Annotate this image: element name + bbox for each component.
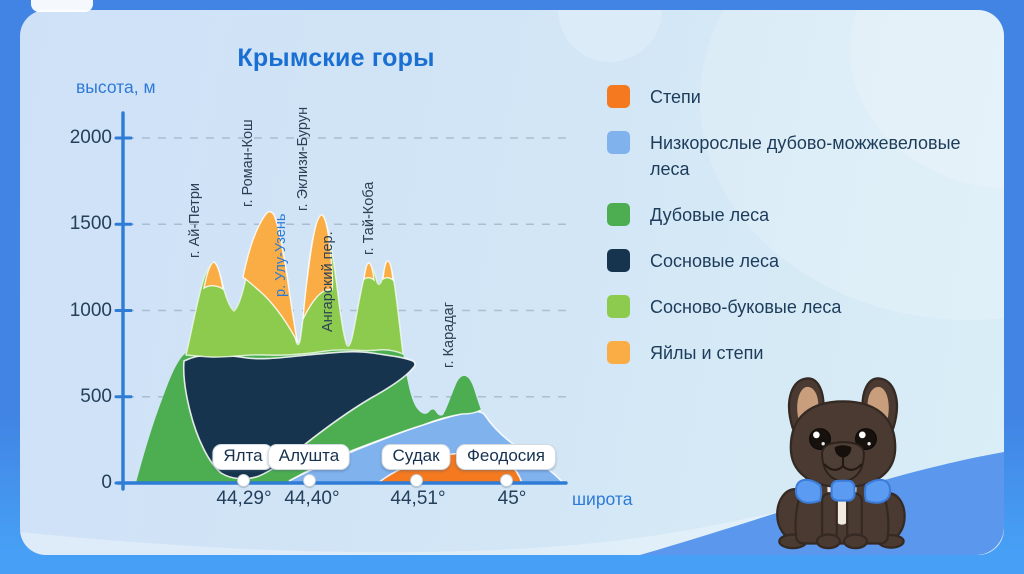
city-marker-Судак[interactable] [409,473,423,487]
feature-label-pass: Ангарский пер. [320,231,336,332]
light-blob-corner [850,10,1004,190]
legend: Степи Низкорослые дубово-можжевеловые лес… [607,84,1007,386]
legend-item-yaila_steppe: Яйлы и степи [607,340,1007,366]
dog-paw [842,533,869,550]
y-tick-label-2000: 2000 [69,127,112,148]
city-label-Феодосия[interactable]: Феодосия [455,444,557,470]
legend-swatch-oak [607,203,630,226]
latitude-tick-label: 44,40° [284,488,340,509]
legend-label: Дубовые леса [650,205,770,225]
yaila-cap-tai-koba-2 [382,260,394,282]
y-axis-label: высота, м [76,77,156,97]
city-label-Судак[interactable]: Судак [381,444,451,470]
legend-swatch-pine_beech [607,295,630,318]
y-axis-ticks [114,136,133,485]
legend-label: Яйлы и степи [650,343,764,363]
page-title: Крымские горы [237,44,435,72]
city-marker-Алушта[interactable] [302,473,316,487]
gridlines [126,137,568,398]
y-tick-label-500: 500 [80,385,112,407]
legend-item-pine: Сосновые леса [607,248,1007,274]
legend-swatch-pine [607,249,630,272]
legend-label: Степи [650,87,701,107]
latitude-tick-label: 44,29° [216,488,272,509]
dog-nose [834,445,852,458]
city-marker-Феодосия[interactable] [499,473,513,487]
legend-item-oak: Дубовые леса [607,202,1007,228]
top-tab-decor [31,0,93,12]
zone-yaila-caps [203,211,394,344]
light-blob-top [558,10,662,62]
legend-swatch-low_oak_juniper [607,131,630,154]
city-label-Ялта[interactable]: Ялта [212,444,274,470]
dog-paw [815,533,842,550]
legend-item-steppe: Степи [607,84,1007,110]
city-marker-Ялта[interactable] [236,473,250,487]
feature-label-peak: г. Тай-Коба [361,181,377,255]
dog-bowtie-knot [830,479,856,502]
feature-label-peak: г. Ай-Петри [187,183,203,258]
legend-label: Сосново-буковые леса [650,297,842,317]
dog-mascot-illustration [776,377,906,550]
legend-swatch-steppe [607,85,630,108]
city-label-Алушта[interactable]: Алушта [267,444,351,470]
feature-label-peak: г. Роман-Кош [240,119,256,207]
legend-item-low_oak_juniper: Низкорослые дубово-можжевеловые леса [607,130,1007,182]
y-tick-label-0: 0 [101,472,112,493]
x-axis-label: широта [572,489,633,509]
y-tick-label-1000: 1000 [69,299,112,321]
yaila-cap-roman-kosh [242,211,299,344]
legend-label: Низкорослые дубово-можжевеловые леса [650,133,961,179]
legend-label: Сосновые леса [650,251,779,271]
light-blob-top-right [700,10,1004,320]
yaila-cap-eklizi-burun [302,214,334,320]
feature-label-river_valley: р. Улу-Узень [273,213,289,297]
legend-swatch-yaila_steppe [607,341,630,364]
latitude-tick-label: 45° [497,488,527,509]
legend-item-pine_beech: Сосново-буковые леса [607,294,1007,320]
dog-bowtie [863,478,892,504]
zone-pine-beech-forest-area [185,212,404,358]
feature-label-peak: г. Эклизи-Бурун [295,106,311,211]
dog-bowtie [794,478,823,504]
dog-mouth [823,463,863,471]
latitude-tick-label: 44,51° [390,488,446,509]
background-decor [20,10,1004,555]
yaila-cap-tai-koba-1 [363,262,375,282]
axes [116,111,568,491]
yaila-cap-ai-petri [203,261,224,291]
feature-label-peak: г. Карадаг [441,301,457,368]
y-tick-label-1500: 1500 [69,213,112,235]
